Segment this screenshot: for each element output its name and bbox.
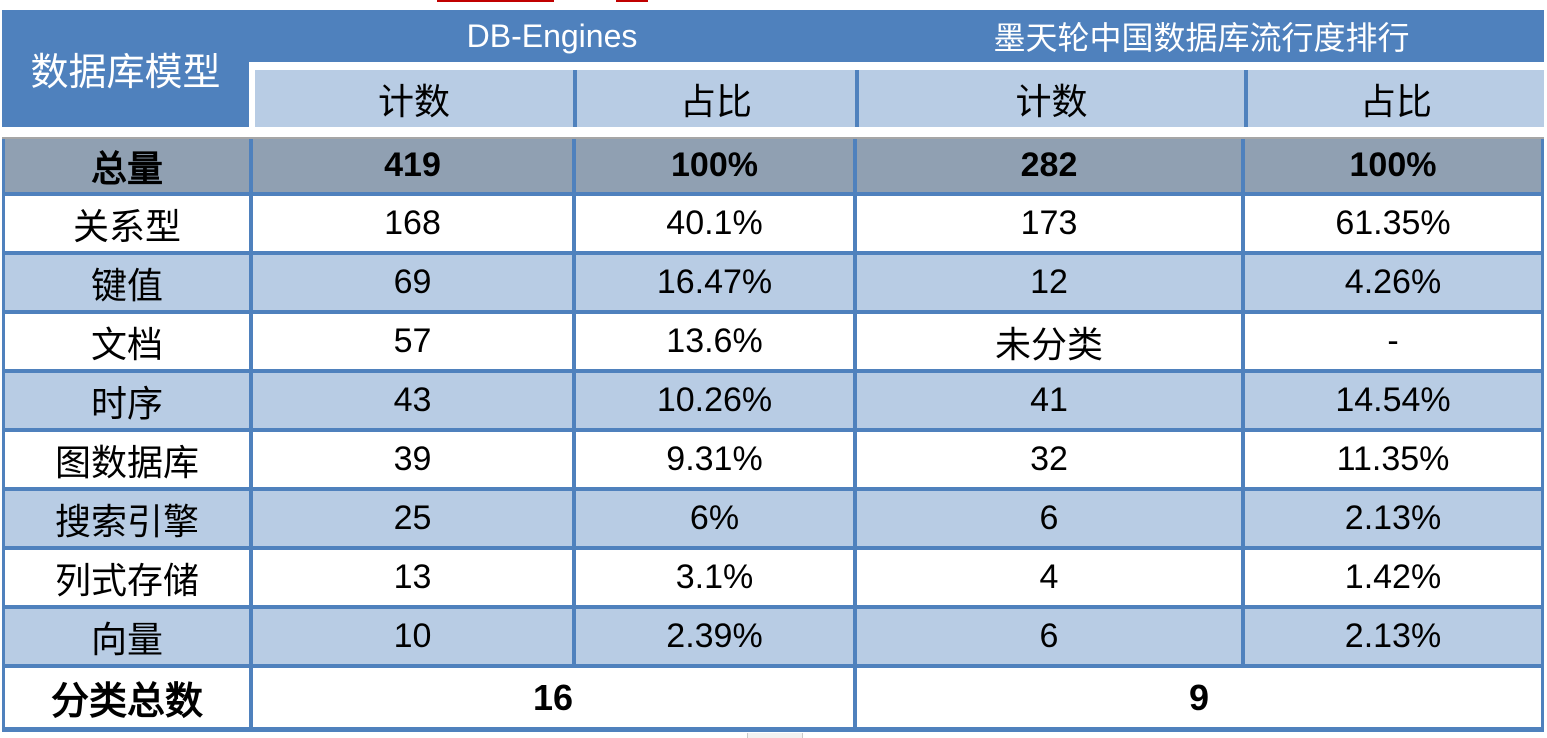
row-label-cell: 列式存储	[5, 550, 249, 605]
mt-count-cell: 6	[857, 491, 1241, 546]
mt-count-cell: 未分类	[857, 314, 1241, 369]
mt-count-cell: 12	[857, 255, 1241, 310]
table-header: DB-Engines 墨天轮中国数据库流行度排行 数据库模型 计数 占比 计数 …	[2, 10, 1544, 127]
row-label-cell: 关系型	[5, 196, 249, 251]
row-label-cell: 搜索引擎	[5, 491, 249, 546]
header-body-divider	[2, 127, 1544, 139]
db-share-cell: 2.39%	[576, 609, 853, 664]
db-share-cell: 10.26%	[576, 373, 853, 428]
table-row-key-value: 键值 69 16.47% 12 4.26%	[5, 255, 1541, 310]
db-share-cell: 6%	[576, 491, 853, 546]
table-row-relational: 关系型 168 40.1% 173 61.35%	[5, 196, 1541, 251]
db-count-cell: 69	[253, 255, 572, 310]
corner-header-database-model: 数据库模型	[2, 10, 249, 127]
column-separator	[855, 70, 859, 127]
table-row-graph: 图数据库 39 9.31% 32 11.35%	[5, 432, 1541, 487]
database-model-comparison-table: DB-Engines 墨天轮中国数据库流行度排行 数据库模型 计数 占比 计数 …	[2, 10, 1544, 732]
db-count-cell: 39	[253, 432, 572, 487]
mt-count-cell: 41	[857, 373, 1241, 428]
subheader-mt-share: 占比	[1248, 70, 1544, 127]
db-count-cell: 168	[253, 196, 572, 251]
db-share-cell: 40.1%	[576, 196, 853, 251]
table-row-columnar: 列式存储 13 3.1% 4 1.42%	[5, 550, 1541, 605]
row-label-cell: 图数据库	[5, 432, 249, 487]
db-count-cell: 25	[253, 491, 572, 546]
mt-category-total-cell: 9	[857, 668, 1541, 727]
db-share-cell: 13.6%	[576, 314, 853, 369]
header-group-db-engines: DB-Engines	[466, 17, 638, 54]
row-label-cell: 键值	[5, 255, 249, 310]
table-row-total: 总量 419 100% 282 100%	[5, 139, 1541, 192]
db-count-cell: 10	[253, 609, 572, 664]
red-underline-fragment	[616, 0, 648, 2]
mt-share-cell: -	[1245, 314, 1541, 369]
table-row-search-engine: 搜索引擎 25 6% 6 2.13%	[5, 491, 1541, 546]
db-share-cell: 9.31%	[576, 432, 853, 487]
mt-count-cell: 32	[857, 432, 1241, 487]
mt-share-cell: 100%	[1245, 139, 1541, 192]
red-underline-fragment	[437, 0, 554, 2]
mt-share-cell: 2.13%	[1245, 491, 1541, 546]
table-body: 总量 419 100% 282 100% 关系型 168 40.1% 173 6…	[2, 139, 1544, 732]
db-share-cell: 100%	[576, 139, 853, 192]
mt-count-cell: 173	[857, 196, 1241, 251]
table-row-vector: 向量 10 2.39% 6 2.13%	[5, 609, 1541, 664]
db-count-cell: 13	[253, 550, 572, 605]
subheader-row: 计数 占比 计数 占比	[255, 70, 1544, 127]
table-row-time-series: 时序 43 10.26% 41 14.54%	[5, 373, 1541, 428]
subheader-mt-count: 计数	[859, 70, 1244, 127]
table-row-category-totals: 分类总数 16 9	[5, 668, 1541, 727]
cropped-widget-fragment	[747, 733, 803, 738]
column-separator	[1244, 70, 1248, 127]
db-count-cell: 43	[253, 373, 572, 428]
mt-share-cell: 61.35%	[1245, 196, 1541, 251]
mt-count-cell: 4	[857, 550, 1241, 605]
header-group-modb-ranking: 墨天轮中国数据库流行度排行	[993, 20, 1410, 56]
mt-share-cell: 1.42%	[1245, 550, 1541, 605]
row-label-cell: 分类总数	[5, 668, 249, 727]
mt-share-cell: 11.35%	[1245, 432, 1541, 487]
db-share-cell: 3.1%	[576, 550, 853, 605]
row-label-cell: 总量	[5, 139, 249, 192]
mt-share-cell: 2.13%	[1245, 609, 1541, 664]
table-row-document: 文档 57 13.6% 未分类 -	[5, 314, 1541, 369]
mt-share-cell: 4.26%	[1245, 255, 1541, 310]
header-group-band: DB-Engines 墨天轮中国数据库流行度排行	[2, 10, 1544, 62]
mt-share-cell: 14.54%	[1245, 373, 1541, 428]
row-label-cell: 时序	[5, 373, 249, 428]
subheader-db-share: 占比	[577, 70, 855, 127]
db-share-cell: 16.47%	[576, 255, 853, 310]
db-count-cell: 57	[253, 314, 572, 369]
db-count-cell: 419	[253, 139, 572, 192]
row-label-cell: 文档	[5, 314, 249, 369]
mt-count-cell: 282	[857, 139, 1241, 192]
db-category-total-cell: 16	[253, 668, 853, 727]
mt-count-cell: 6	[857, 609, 1241, 664]
column-separator	[573, 70, 577, 127]
subheader-db-count: 计数	[255, 70, 573, 127]
row-label-cell: 向量	[5, 609, 249, 664]
